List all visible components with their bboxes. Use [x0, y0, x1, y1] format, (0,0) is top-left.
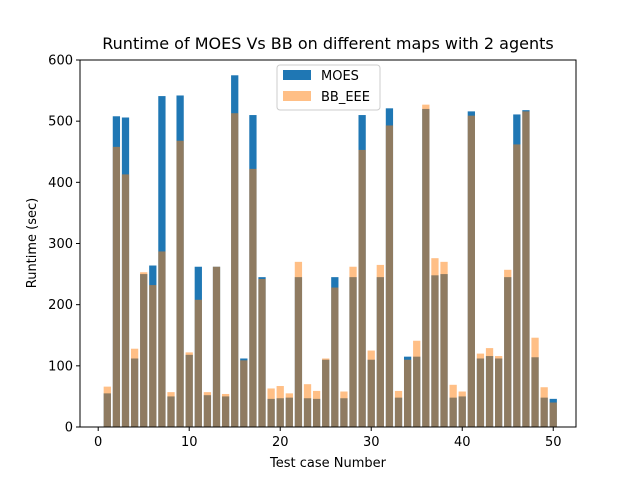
- bar-bb-eee-8: [167, 392, 175, 427]
- x-axis-label: Test case Number: [269, 456, 387, 471]
- bar-bb-eee-47: [522, 111, 530, 427]
- bar-bb-eee-46: [513, 144, 521, 427]
- bar-bb-eee-50: [549, 402, 557, 427]
- bar-bb-eee-44: [495, 356, 503, 427]
- bar-bb-eee-19: [267, 388, 275, 427]
- bar-bb-eee-16: [240, 360, 248, 427]
- bar-bb-eee-1: [103, 386, 111, 427]
- bar-bb-eee-38: [440, 261, 448, 427]
- y-tick-label: 100: [48, 359, 73, 374]
- bar-bb-eee-10: [185, 352, 193, 427]
- x-tick-label: 0: [94, 435, 102, 450]
- bar-bb-eee-20: [276, 386, 284, 427]
- legend-swatch-bb-eee: [283, 91, 311, 101]
- y-tick-label: 200: [48, 298, 73, 313]
- x-axis-ticks: 0 10 20 30 40 50: [94, 427, 562, 450]
- bar-bb-eee-33: [394, 390, 403, 427]
- x-tick-label: 10: [181, 435, 198, 450]
- bar-bb-eee-7: [158, 251, 166, 427]
- x-tick-label: 50: [545, 435, 562, 450]
- bar-bb-eee-27: [340, 391, 348, 427]
- bar-bb-eee-15: [231, 113, 239, 427]
- y-tick-label: 0: [65, 421, 73, 436]
- legend-swatch-moes: [283, 70, 311, 80]
- bar-bb-eee-32: [385, 125, 394, 427]
- bar-bb-eee-40: [458, 391, 466, 427]
- x-tick-label: 20: [272, 435, 289, 450]
- bar-bb-eee-4: [130, 348, 139, 427]
- bar-bb-eee-23: [303, 384, 312, 427]
- bar-bb-eee-13: [212, 266, 221, 427]
- legend-label-bb-eee: BB_EEE: [321, 90, 370, 105]
- bar-bb-eee-48: [531, 337, 539, 427]
- x-tick-label: 40: [454, 435, 471, 450]
- bar-bb-eee-41: [467, 115, 475, 427]
- bar-bb-eee-17: [249, 168, 257, 427]
- bar-bb-eee-3: [121, 174, 130, 427]
- bar-bb-eee-12: [203, 392, 212, 427]
- bar-bb-eee-24: [312, 390, 321, 427]
- legend: MOES BB_EEE: [276, 64, 381, 111]
- bar-bb-eee-43: [485, 348, 494, 427]
- bar-bb-eee-22: [294, 261, 303, 427]
- y-tick-label: 500: [48, 115, 73, 130]
- bar-bb-eee-11: [194, 299, 202, 427]
- bar-bb-eee-18: [258, 278, 266, 427]
- y-tick-label: 300: [48, 237, 73, 252]
- chart-title: Runtime of MOES Vs BB on different maps …: [102, 34, 553, 53]
- bar-bb-eee-37: [431, 258, 439, 427]
- y-tick-label: 600: [48, 54, 73, 69]
- bar-bb-eee-21: [285, 393, 293, 427]
- bar-bb-eee-36: [422, 104, 430, 428]
- bar-bb-eee-26: [331, 287, 339, 427]
- y-axis-label: Runtime (sec): [25, 198, 40, 289]
- y-tick-label: 400: [48, 176, 73, 191]
- bar-bb-eee-6: [149, 285, 157, 427]
- bar-bb-eee-14: [221, 393, 230, 427]
- bar-bb-eee-34: [403, 359, 412, 427]
- bar-bb-eee-49: [540, 387, 548, 427]
- bar-bb-eee-25: [322, 358, 330, 427]
- bar-bb-eee-2: [112, 146, 121, 428]
- x-tick-label: 30: [363, 435, 380, 450]
- bar-bb-eee-28: [349, 266, 357, 427]
- bar-bb-eee-5: [140, 272, 148, 427]
- bar-bb-eee-39: [449, 384, 457, 427]
- y-axis-ticks: 0 100 200 300 400 500 600: [48, 54, 80, 436]
- series-bb-eee-bars: [103, 104, 557, 428]
- bar-bb-eee-30: [367, 350, 375, 427]
- bar-bb-eee-29: [358, 149, 366, 428]
- legend-label-moes: MOES: [321, 69, 359, 84]
- bar-bb-eee-31: [376, 264, 384, 427]
- plot-frame: [79, 59, 577, 428]
- bar-bb-eee-9: [176, 140, 184, 428]
- bar-bb-eee-42: [476, 353, 485, 427]
- bar-bb-eee-45: [504, 269, 512, 427]
- bar-bb-eee-35: [413, 340, 421, 427]
